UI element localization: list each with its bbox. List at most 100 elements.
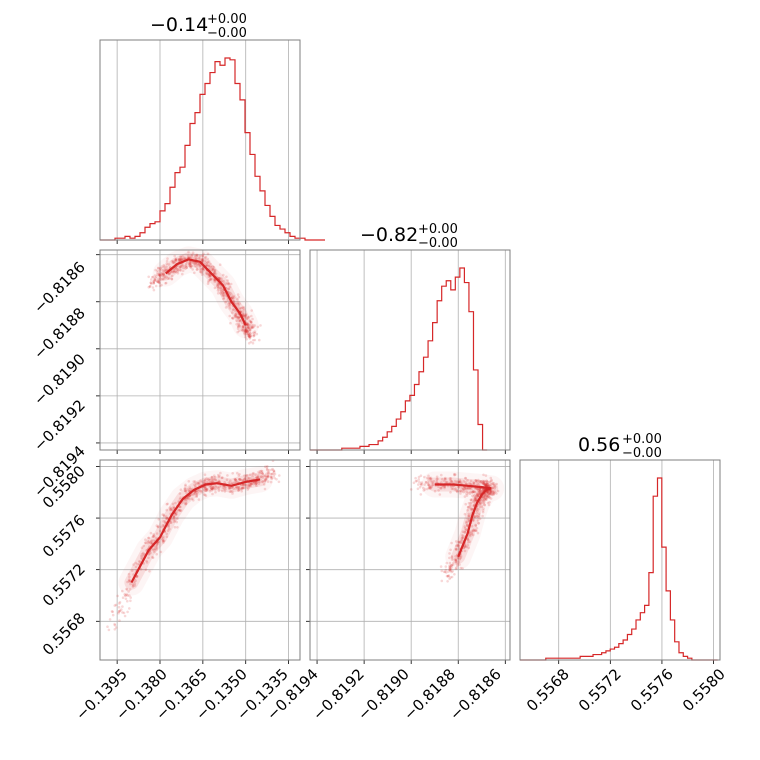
- scatter-point: [223, 481, 226, 484]
- scatter-point: [196, 481, 199, 485]
- scatter-point: [472, 482, 476, 485]
- scatter-point: [227, 287, 231, 291]
- scatter-point: [454, 540, 458, 543]
- scatter-point: [450, 575, 454, 579]
- scatter-point: [161, 268, 165, 272]
- scatter-point: [157, 267, 160, 270]
- scatter-point: [155, 552, 158, 556]
- scatter-point: [157, 272, 161, 276]
- scatter-point: [272, 470, 276, 474]
- scatter-point: [250, 314, 253, 318]
- scatter-point: [266, 475, 270, 478]
- scatter-point: [485, 483, 489, 486]
- scatter-point: [482, 507, 485, 510]
- scatter-point: [211, 492, 214, 496]
- scatter-point: [457, 540, 461, 544]
- scatter-point: [171, 270, 175, 274]
- scatter-point: [201, 259, 205, 263]
- scatter-point: [183, 487, 187, 491]
- scatter-point: [201, 254, 205, 257]
- scatter-point: [151, 555, 154, 559]
- scatter-point: [201, 259, 204, 263]
- scatter-point: [435, 480, 439, 483]
- scatter-point: [158, 274, 162, 277]
- scatter-point: [238, 325, 242, 328]
- scatter-point: [483, 492, 487, 496]
- scatter-point: [475, 496, 479, 500]
- scatter-point: [211, 478, 214, 482]
- scatter-point: [469, 501, 473, 505]
- scatter-point: [427, 477, 430, 480]
- scatter-point: [417, 478, 421, 481]
- scatter-point: [278, 474, 281, 477]
- scatter-point: [266, 474, 270, 477]
- scatter-point: [169, 521, 172, 524]
- scatter-point: [463, 545, 467, 549]
- scatter-point: [476, 482, 479, 485]
- scatter-point: [253, 331, 257, 335]
- scatter-point: [458, 480, 461, 484]
- scatter-point: [467, 518, 471, 521]
- scatter-point: [224, 282, 228, 285]
- scatter-point: [450, 566, 453, 569]
- scatter-point: [232, 308, 235, 311]
- scatter-point: [248, 473, 252, 477]
- scatter-point: [477, 522, 480, 525]
- scatter-point: [150, 278, 153, 281]
- scatter-point: [237, 489, 240, 492]
- scatter-point: [268, 468, 271, 472]
- scatter-point: [140, 552, 144, 556]
- scatter-point: [456, 562, 460, 566]
- scatter-point: [439, 565, 443, 568]
- scatter-point: [163, 269, 167, 273]
- scatter-point: [210, 489, 213, 492]
- scatter-point: [231, 296, 234, 300]
- scatter-point: [493, 484, 497, 488]
- scatter-point: [222, 292, 226, 295]
- scatter-point: [184, 262, 188, 266]
- scatter-point: [237, 474, 240, 477]
- scatter-point: [219, 471, 222, 475]
- scatter-point: [155, 532, 159, 535]
- scatter-point: [149, 541, 152, 545]
- scatter-point: [444, 565, 448, 568]
- scatter-point: [111, 610, 114, 614]
- scatter-point: [162, 524, 166, 527]
- scatter-point: [236, 325, 240, 329]
- scatter-point: [200, 490, 203, 493]
- scatter-point: [165, 503, 169, 506]
- scatter-point: [461, 488, 465, 491]
- scatter-point: [444, 568, 448, 572]
- scatter-point: [131, 584, 135, 587]
- scatter-point: [174, 258, 178, 262]
- scatter-point: [478, 490, 481, 494]
- scatter-point: [152, 280, 156, 283]
- scatter-point: [264, 478, 267, 481]
- scatter-point: [157, 280, 160, 284]
- scatter-point: [145, 561, 149, 564]
- scatter-point: [251, 317, 254, 321]
- scatter-point: [235, 319, 238, 323]
- scatter-point: [475, 508, 479, 511]
- scatter-point: [477, 489, 481, 492]
- scatter-point: [225, 478, 229, 482]
- scatter-point: [242, 313, 245, 317]
- scatter-point: [265, 467, 269, 471]
- scatter-point: [205, 272, 209, 276]
- scatter-point: [190, 497, 194, 501]
- scatter-point: [207, 280, 210, 284]
- scatter-point: [228, 306, 232, 310]
- scatter-point: [481, 501, 484, 504]
- scatter-point: [243, 330, 247, 334]
- scatter-point: [461, 534, 464, 537]
- scatter-point: [478, 514, 481, 517]
- scatter-point: [197, 481, 200, 485]
- scatter-point: [160, 525, 163, 529]
- scatter-point: [152, 534, 156, 538]
- scatter-point: [479, 481, 482, 484]
- scatter-point: [247, 486, 250, 490]
- scatter-point: [117, 610, 121, 613]
- scatter-point: [239, 483, 243, 487]
- scatter-point: [253, 338, 257, 342]
